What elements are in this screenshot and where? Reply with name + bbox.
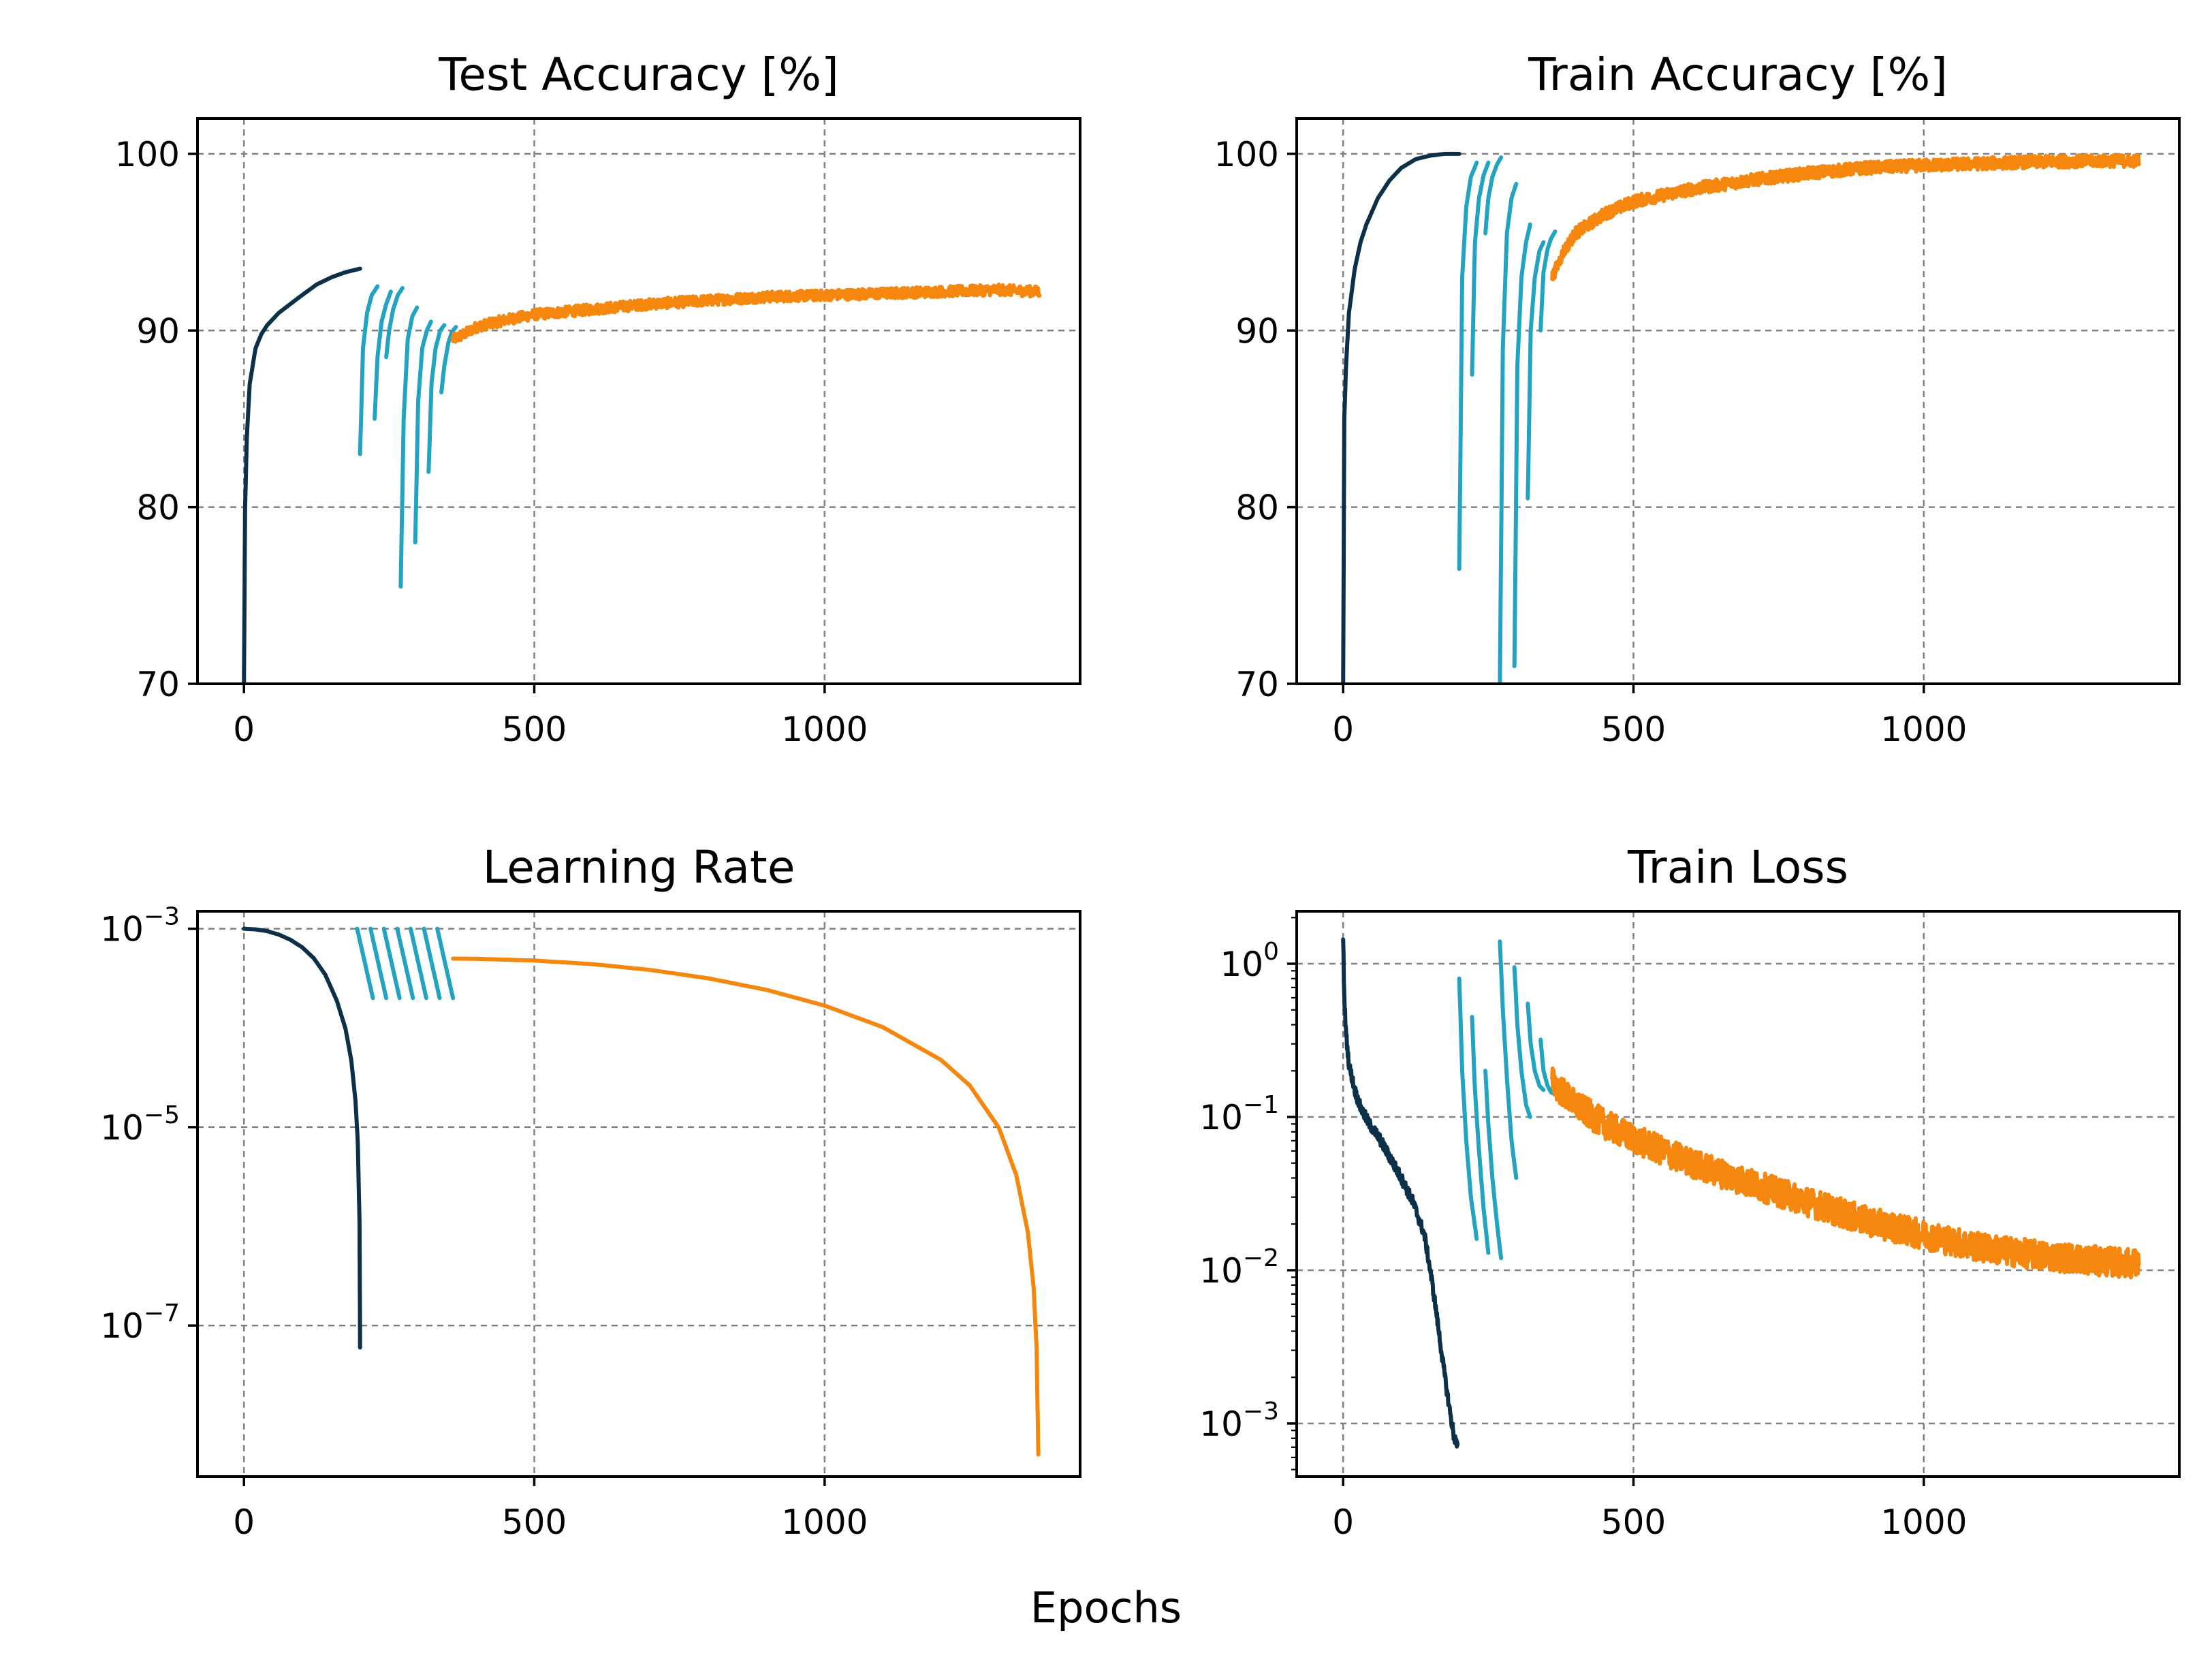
x-tick-label: 0 <box>233 1502 255 1542</box>
y-tick-label: 10−2 <box>1199 1244 1279 1291</box>
x-tick-label: 500 <box>1601 710 1666 749</box>
series-line-cyan-3 <box>1483 1069 1504 1261</box>
y-tick-label: 70 <box>136 665 180 704</box>
series-line-cyan-1 <box>1457 976 1479 1242</box>
y-tick-label: 10−7 <box>100 1299 180 1346</box>
x-tick-label: 1000 <box>1880 710 1967 749</box>
plot-frame <box>196 117 1081 685</box>
series-line-orange-8 <box>451 956 1041 1457</box>
x-tick-label: 1000 <box>781 1502 868 1542</box>
series-line-dark-0 <box>242 266 362 684</box>
series-line-orange-8 <box>451 282 1042 344</box>
y-tick-label: 100 <box>115 135 180 174</box>
series-line-cyan-6 <box>1526 1001 1546 1092</box>
train-loss-chart: 0 500 1000 10−3 10−2 10−1 100 Train Loss <box>1199 841 2181 1542</box>
y-tick-label: 10−3 <box>100 903 180 949</box>
series-line-dark-0 <box>242 926 362 1350</box>
plot-frame <box>1295 910 2181 1478</box>
series-line-dark-0 <box>1341 937 1460 1449</box>
x-tick-label: 0 <box>1332 710 1354 749</box>
y-tick-label: 100 <box>1220 938 1279 984</box>
train-accuracy-chart: 0 500 1000 70 80 90 100 Train Accuracy [%] <box>1214 48 2181 749</box>
series-line-cyan-6 <box>426 323 447 474</box>
y-tick-label: 100 <box>1214 135 1279 174</box>
series-line-cyan-4 <box>395 926 415 1001</box>
series-line-cyan-4 <box>1498 939 1519 1180</box>
plot-frame <box>1295 117 2181 685</box>
series-group <box>242 266 1042 684</box>
series-group <box>242 926 1041 1457</box>
chart-title: Learning Rate <box>483 841 795 894</box>
learning-rate-chart: 0 500 1000 10−7 10−5 10−3 Learning Rate <box>100 841 1081 1542</box>
series-line-cyan-2 <box>368 926 389 1001</box>
series-line-cyan-5 <box>1512 222 1532 669</box>
chart-title: Test Accuracy [%] <box>438 48 838 101</box>
series-line-cyan-3 <box>1483 155 1504 236</box>
series-line-cyan-5 <box>1512 965 1532 1119</box>
series-line-cyan-6 <box>422 926 442 1001</box>
series-line-cyan-7 <box>1538 230 1558 333</box>
series-line-cyan-1 <box>1457 160 1479 571</box>
series-line-cyan-5 <box>413 319 433 545</box>
series-line-orange-8 <box>1550 1066 2141 1280</box>
series-line-cyan-4 <box>398 305 420 589</box>
series-group <box>1341 937 2141 1449</box>
y-tick-label: 10−1 <box>1199 1091 1279 1137</box>
x-tick-label: 0 <box>1332 1502 1354 1542</box>
y-tick-label: 90 <box>1235 311 1279 351</box>
y-tick-label: 80 <box>1235 488 1279 528</box>
x-tick-label: 0 <box>233 710 255 749</box>
y-tick-label: 80 <box>136 488 180 528</box>
x-tick-label: 500 <box>1601 1502 1666 1542</box>
x-tick-label: 1000 <box>1880 1502 1967 1542</box>
y-tick-label: 10−3 <box>1199 1398 1279 1444</box>
y-tick-label: 90 <box>136 311 180 351</box>
series-line-cyan-5 <box>408 926 428 1001</box>
y-tick-label: 10−5 <box>100 1101 180 1148</box>
series-line-cyan-2 <box>373 289 393 421</box>
series-line-cyan-4 <box>1498 182 1519 684</box>
series-line-cyan-7 <box>435 926 456 1001</box>
plot-frame <box>196 910 1081 1478</box>
series-line-cyan-2 <box>1470 160 1491 377</box>
x-tick-label: 500 <box>502 710 567 749</box>
x-tick-label: 1000 <box>781 710 868 749</box>
series-line-cyan-3 <box>381 926 402 1001</box>
test-accuracy-chart: 0 500 1000 70 80 90 100 Test Accuracy [%] <box>115 48 1081 749</box>
series-line-cyan-1 <box>358 284 380 456</box>
y-tick-label: 70 <box>1235 665 1279 704</box>
series-line-cyan-1 <box>355 926 375 1001</box>
series-group <box>1341 151 2141 684</box>
series-line-cyan-2 <box>1470 1015 1491 1255</box>
x-tick-label: 500 <box>502 1502 567 1542</box>
x-axis-label: Epochs <box>1030 1583 1182 1633</box>
series-line-orange-8 <box>1550 153 2141 282</box>
chart-title: Train Accuracy [%] <box>1528 48 1948 101</box>
chart-title: Train Loss <box>1627 841 1848 894</box>
series-line-cyan-6 <box>1526 240 1546 501</box>
series-line-dark-0 <box>1341 151 1462 684</box>
series-line-cyan-3 <box>384 286 405 360</box>
series-line-cyan-7 <box>439 325 458 394</box>
